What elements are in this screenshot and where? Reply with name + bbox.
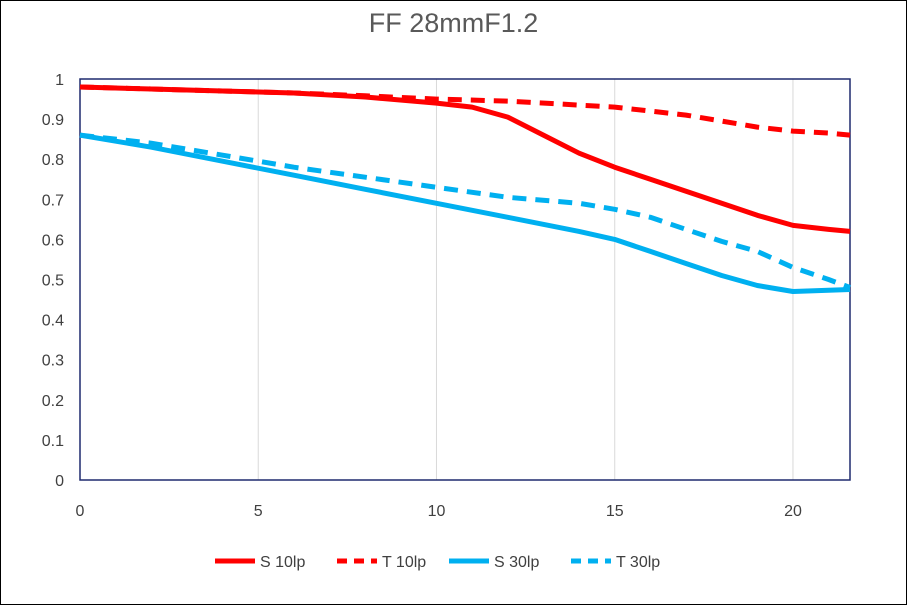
y-axis-ticks: 0 0.1 0.2 0.3 0.4 0.5 0.6 0.7 0.8 0.9 1 xyxy=(42,72,64,490)
x-tick-label: 5 xyxy=(254,503,263,520)
series-line xyxy=(79,84,851,138)
legend-label: S 10lp xyxy=(260,554,305,571)
legend-label: T 30lp xyxy=(616,554,660,571)
y-tick-label: 0.3 xyxy=(42,353,64,370)
y-tick-label: 0.9 xyxy=(42,112,64,129)
series-line xyxy=(79,84,851,234)
chart-title: FF 28mmF1.2 xyxy=(368,8,539,38)
series-line xyxy=(79,132,851,294)
y-tick-label: 0.7 xyxy=(42,192,64,209)
x-axis-ticks: 0 5 10 15 20 xyxy=(76,503,802,520)
legend: S 10lp T 10lp S 30lp T 30lp xyxy=(215,554,660,571)
y-tick-label: 0.1 xyxy=(42,433,64,450)
series-lines xyxy=(79,84,851,294)
y-tick-label: 0.4 xyxy=(42,313,64,330)
y-tick-label: 1 xyxy=(55,72,64,89)
y-tick-label: 0.5 xyxy=(42,273,64,290)
legend-label: S 30lp xyxy=(494,554,539,571)
legend-label: T 10lp xyxy=(382,554,426,571)
y-tick-label: 0.6 xyxy=(42,232,64,249)
gridlines xyxy=(257,79,794,480)
x-tick-label: 10 xyxy=(428,503,446,520)
y-tick-label: 0.2 xyxy=(42,393,64,410)
x-tick-label: 0 xyxy=(76,503,85,520)
y-tick-label: 0.8 xyxy=(42,152,64,169)
x-tick-label: 20 xyxy=(784,503,802,520)
plot-area-border xyxy=(79,78,851,481)
y-tick-label: 0 xyxy=(55,473,64,490)
x-tick-label: 15 xyxy=(606,503,624,520)
